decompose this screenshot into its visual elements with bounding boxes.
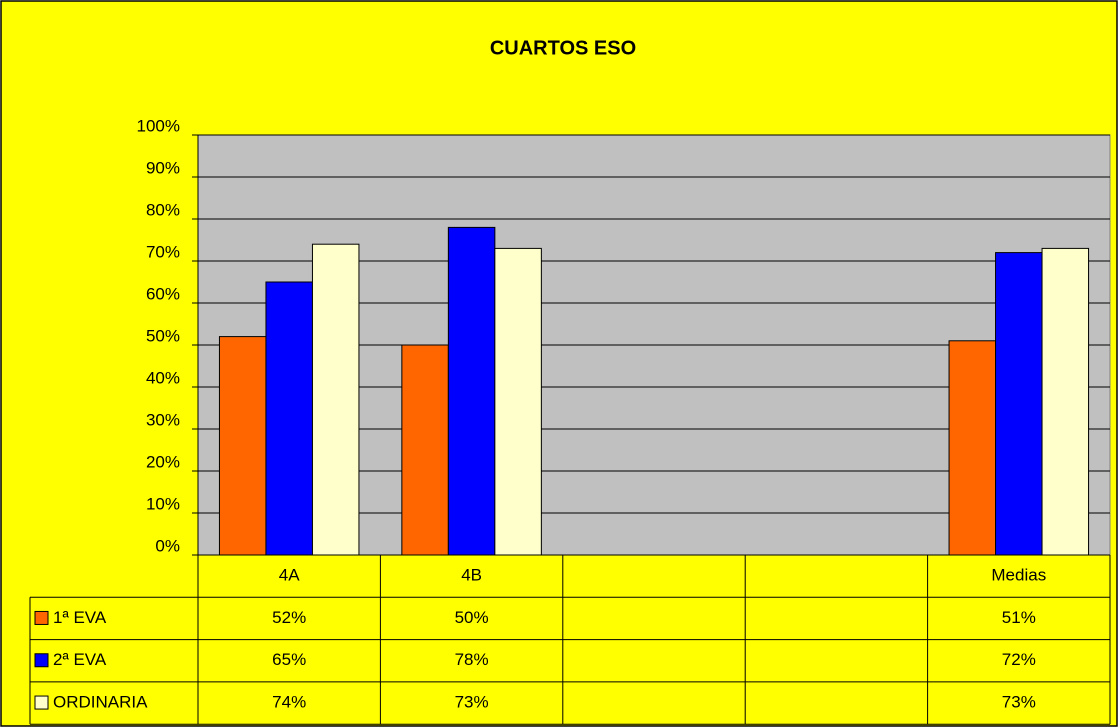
bar — [447, 226, 496, 556]
y-tick-label: 0% — [155, 536, 180, 555]
table-value: 65% — [272, 650, 306, 669]
table-value: 74% — [272, 693, 306, 712]
legend-label: 1ª EVA — [53, 608, 107, 627]
y-tick-label: 90% — [146, 158, 180, 177]
y-tick-label: 30% — [146, 410, 180, 429]
legend-swatch — [34, 695, 49, 710]
table-value: 52% — [272, 608, 306, 627]
table-value: 51% — [1002, 608, 1036, 627]
table-value: 73% — [455, 693, 489, 712]
legend-swatch — [34, 610, 49, 625]
table-value: 73% — [1002, 693, 1036, 712]
legend-label: ORDINARIA — [53, 693, 148, 712]
bar — [494, 247, 542, 556]
table-value: 50% — [455, 608, 489, 627]
legend-label: 2ª EVA — [53, 650, 107, 669]
legend-swatch — [34, 653, 49, 668]
y-tick-label: 70% — [146, 242, 180, 261]
x-tick-label: Medias — [991, 566, 1046, 585]
bar — [265, 281, 313, 556]
y-tick-label: 60% — [146, 284, 180, 303]
bar — [1041, 247, 1090, 556]
x-tick-label: 4A — [279, 566, 300, 585]
table-value: 78% — [455, 650, 489, 669]
y-tick-label: 50% — [146, 326, 180, 345]
table-value: 72% — [1002, 650, 1036, 669]
y-tick-label: 40% — [146, 368, 180, 387]
bar — [948, 340, 997, 556]
y-tick-label: 10% — [146, 494, 180, 513]
x-tick-label: 4B — [461, 566, 482, 585]
y-tick-label: 100% — [137, 116, 180, 135]
y-tick-label: 20% — [146, 452, 180, 471]
bar — [218, 336, 267, 556]
chart-title: CUARTOS ESO — [490, 37, 636, 59]
bar — [995, 252, 1043, 556]
bar — [401, 344, 449, 556]
y-tick-label: 80% — [146, 200, 180, 219]
bar — [311, 243, 360, 556]
